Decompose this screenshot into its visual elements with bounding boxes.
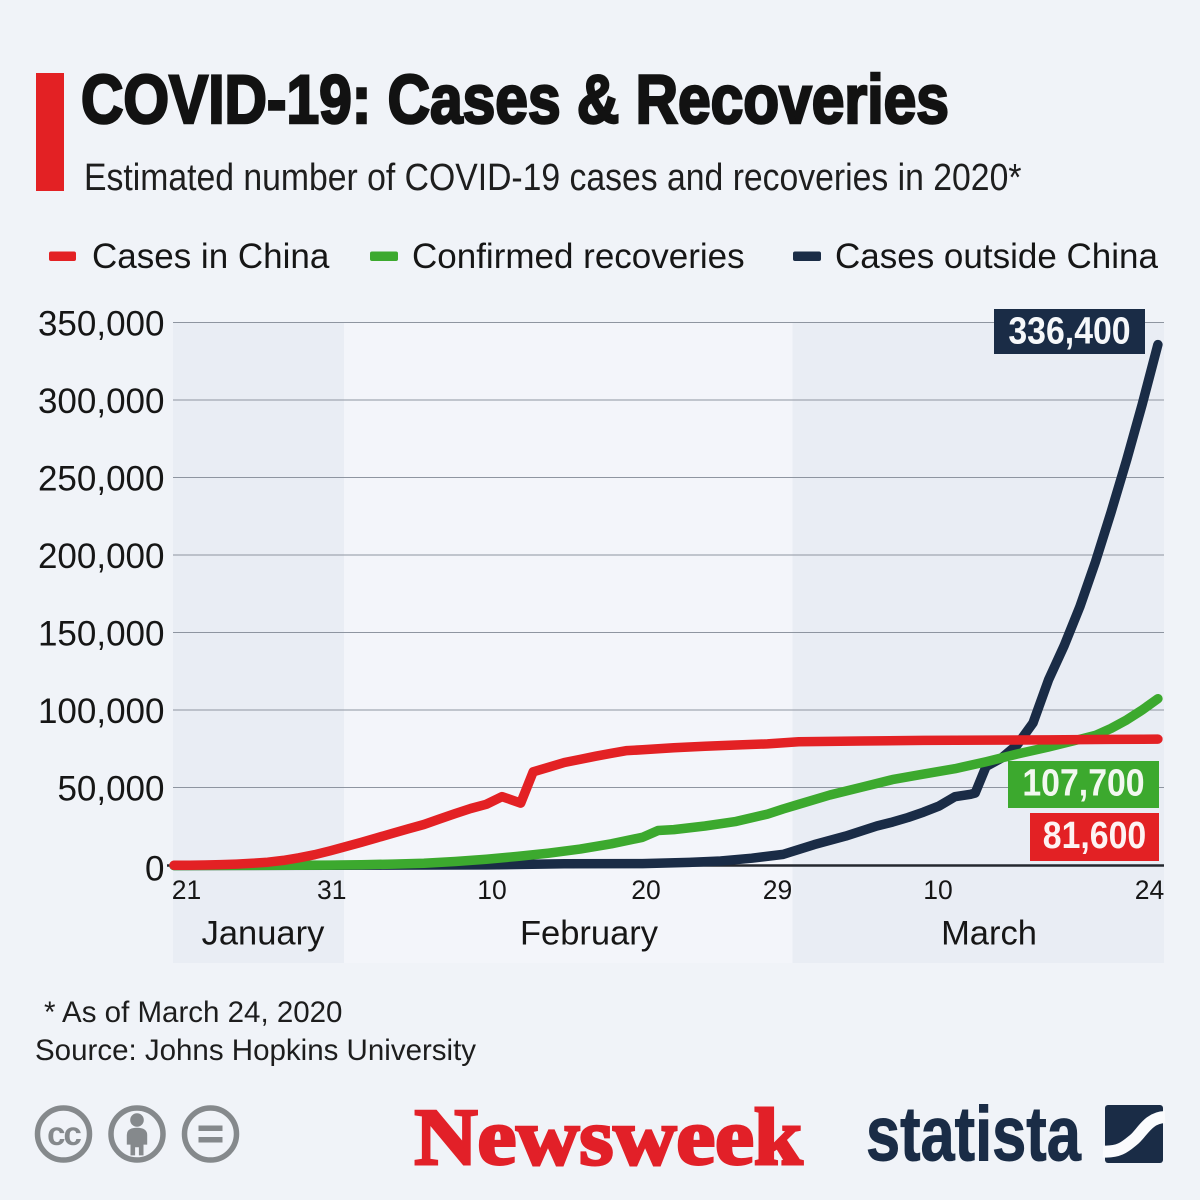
svg-text:29: 29 — [763, 875, 792, 905]
svg-text:250,000: 250,000 — [38, 460, 165, 499]
svg-text:COVID-19: Cases & Recoveries: COVID-19: Cases & Recoveries — [81, 61, 949, 139]
svg-text:* As of March 24, 2020: * As of March 24, 2020 — [44, 996, 342, 1029]
svg-text:21: 21 — [172, 875, 201, 905]
svg-text:107,700: 107,700 — [1022, 761, 1144, 804]
svg-text:100,000: 100,000 — [38, 692, 165, 731]
svg-text:24: 24 — [1135, 875, 1164, 905]
svg-text:336,400: 336,400 — [1008, 309, 1130, 352]
svg-text:Estimated number of COVID-19 c: Estimated number of COVID-19 cases and r… — [84, 155, 1021, 198]
svg-text:statista: statista — [866, 1091, 1082, 1177]
svg-text:March: March — [941, 915, 1037, 953]
svg-text:81,600: 81,600 — [1043, 813, 1146, 856]
svg-text:Cases outside China: Cases outside China — [835, 237, 1158, 276]
svg-text:Cases in China: Cases in China — [92, 237, 330, 276]
svg-text:Newsweek: Newsweek — [415, 1093, 803, 1182]
svg-text:150,000: 150,000 — [38, 615, 165, 654]
svg-text:10: 10 — [477, 875, 506, 905]
svg-text:cc: cc — [47, 1115, 81, 1152]
svg-text:Confirmed recoveries: Confirmed recoveries — [412, 237, 745, 276]
svg-text:10: 10 — [923, 875, 952, 905]
svg-text:31: 31 — [317, 875, 346, 905]
svg-text:Source: Johns Hopkins Universi: Source: Johns Hopkins University — [35, 1034, 476, 1067]
svg-text:350,000: 350,000 — [38, 305, 165, 344]
svg-text:200,000: 200,000 — [38, 537, 165, 576]
svg-text:February: February — [520, 915, 659, 953]
svg-text:50,000: 50,000 — [57, 770, 164, 809]
svg-text:January: January — [202, 915, 325, 953]
svg-text:300,000: 300,000 — [38, 382, 165, 421]
svg-text:0: 0 — [145, 850, 164, 889]
svg-text:20: 20 — [631, 875, 660, 905]
